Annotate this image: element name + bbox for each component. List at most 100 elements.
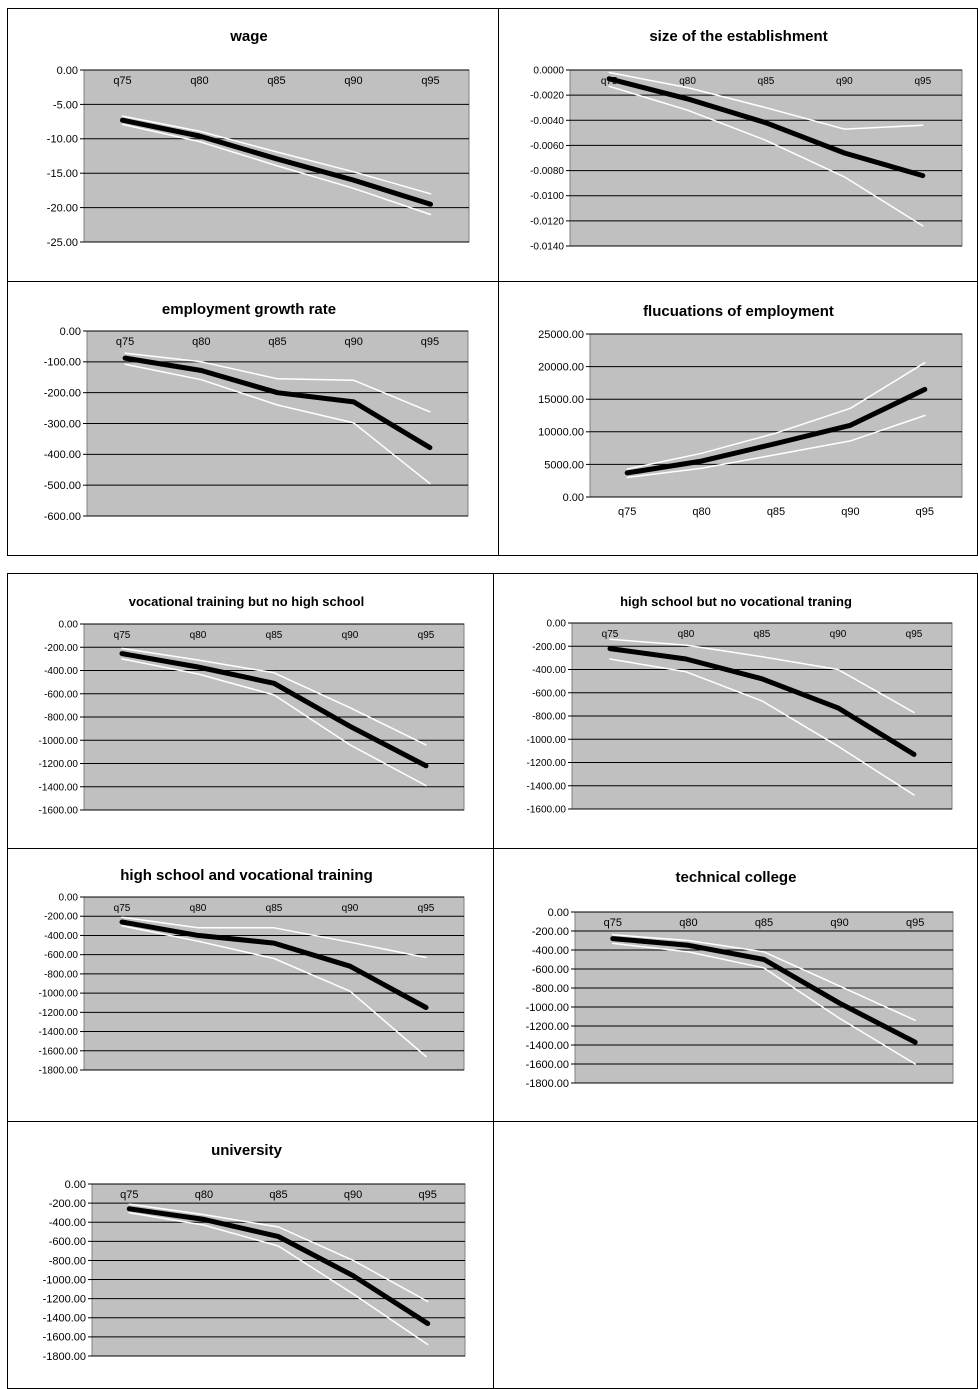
- x-tick-label: q75: [114, 630, 131, 641]
- y-tick-label: -400.00: [532, 945, 569, 957]
- y-tick-label: -0.0020: [530, 91, 564, 102]
- series-line-upper: [626, 361, 926, 470]
- series-line-estimate: [120, 117, 433, 207]
- series-line-lower: [128, 1211, 429, 1346]
- y-tick-label: -600.00: [44, 689, 78, 700]
- y-tick-label: -1600.00: [39, 806, 79, 817]
- y-tick-label: -20.00: [47, 202, 78, 214]
- y-tick-label: -600.00: [532, 964, 569, 976]
- x-tick-label: q80: [195, 1189, 213, 1201]
- chart-title: size of the establishment: [649, 28, 828, 45]
- y-tick-label: -800.00: [44, 969, 78, 980]
- y-tick-label: -1000.00: [526, 1002, 569, 1014]
- series-line-estimate: [607, 646, 917, 757]
- y-tick-label: 0.00: [548, 907, 569, 919]
- chart-title: high school but no vocational traning: [620, 594, 852, 609]
- x-tick-label: q80: [190, 75, 208, 87]
- x-tick-label: q95: [421, 336, 439, 348]
- y-tick-label: -1400.00: [39, 1027, 79, 1038]
- x-tick-label: q90: [841, 506, 859, 518]
- series-line-lower: [121, 658, 427, 787]
- series-line-lower: [612, 942, 916, 1065]
- y-tick-label: -1400.00: [43, 1313, 86, 1325]
- series-line-upper: [128, 1203, 429, 1303]
- chart-plot: 0.00 -5.00 -10.00 -15.00 -20.00 -25.00 q75 q80 q…: [47, 65, 470, 249]
- chart-plot: 25000.00 20000.00 15000.00 10000.00 5000.00 0…: [538, 329, 963, 518]
- x-tick-label: q90: [342, 630, 359, 641]
- y-tick-label: 5000.00: [544, 459, 584, 471]
- x-tick-label: q80: [190, 630, 207, 641]
- series-line-estimate: [624, 386, 928, 476]
- x-tick-label: q95: [906, 629, 923, 640]
- y-tick-label: -300.00: [44, 418, 81, 430]
- y-tick-label: 0.00: [59, 620, 79, 631]
- x-tick-label: q80: [192, 336, 210, 348]
- chart-plot: 0.00 -100.00 -200.00 -300.00 -400.00 -500.00 -…: [44, 326, 469, 523]
- series-line-estimate: [119, 919, 429, 1010]
- y-tick-label: 0.0000: [533, 66, 564, 77]
- y-tick-label: -800.00: [44, 713, 78, 724]
- y-tick-label: -400.00: [44, 931, 78, 942]
- chart-title: flucuations of employment: [643, 303, 834, 320]
- x-tick-label: q95: [421, 75, 439, 87]
- y-tick-label: -200.00: [532, 926, 569, 938]
- y-tick-label: -1200.00: [527, 758, 567, 769]
- x-tick-label: q85: [266, 903, 283, 914]
- y-tick-label: -1400.00: [526, 1040, 569, 1052]
- y-tick-label: -0.0140: [530, 242, 564, 253]
- y-tick-label: -10.00: [47, 134, 78, 146]
- x-tick-label: q85: [755, 917, 773, 929]
- y-tick-label: 20000.00: [538, 361, 584, 373]
- chart-high-school-no-vocational: high school but no vocational traning 0.…: [527, 594, 953, 816]
- series-line-upper: [121, 115, 432, 195]
- x-tick-label: q85: [268, 336, 286, 348]
- top-section-divider-vertical: [498, 8, 499, 556]
- y-tick-label: -1000.00: [43, 1274, 86, 1286]
- y-tick-label: -200.00: [49, 1198, 86, 1210]
- y-tick-label: -0.0100: [530, 191, 564, 202]
- series-line-lower: [121, 123, 432, 216]
- y-tick-label: 0.00: [547, 619, 567, 630]
- series-line-upper: [121, 916, 427, 959]
- y-tick-label: -800.00: [532, 983, 569, 995]
- series-line-estimate: [122, 355, 433, 451]
- x-tick-label: q90: [836, 76, 853, 87]
- x-tick-label: q75: [114, 903, 131, 914]
- y-tick-label: -0.0080: [530, 166, 564, 177]
- y-tick-label: -200.00: [532, 642, 566, 653]
- top-section-divider-horizontal: [7, 281, 978, 282]
- x-tick-label: q90: [830, 917, 848, 929]
- x-tick-label: q85: [754, 629, 771, 640]
- y-tick-label: -1200.00: [43, 1294, 86, 1306]
- x-tick-label: q95: [418, 903, 435, 914]
- y-tick-label: -100.00: [44, 357, 81, 369]
- chart-plot: 0.00 -200.00 -400.00 -600.00 -800.00 -1000.00…: [43, 1179, 466, 1363]
- x-tick-label: q90: [344, 75, 362, 87]
- series-line-lower: [626, 414, 926, 479]
- series-line-lower: [121, 925, 427, 1058]
- y-tick-label: -1800.00: [39, 1066, 79, 1077]
- x-tick-label: q75: [602, 629, 619, 640]
- x-tick-label: q80: [678, 629, 695, 640]
- y-tick-label: -400.00: [49, 1217, 86, 1229]
- y-tick-label: -0.0060: [530, 141, 564, 152]
- y-tick-label: -200.00: [44, 388, 81, 400]
- x-tick-label: q90: [345, 336, 363, 348]
- y-tick-label: 0.00: [65, 1179, 86, 1191]
- plot-area: [83, 69, 470, 243]
- series-line-estimate: [610, 936, 918, 1045]
- y-tick-label: -1800.00: [43, 1351, 86, 1363]
- series-line-upper: [124, 352, 431, 413]
- y-tick-label: -0.0040: [530, 116, 564, 127]
- series-line-upper: [609, 638, 915, 714]
- y-tick-label: -200.00: [44, 643, 78, 654]
- y-tick-label: -600.00: [44, 511, 81, 523]
- y-tick-label: -5.00: [53, 99, 78, 111]
- y-tick-label: 15000.00: [538, 394, 584, 406]
- chart-title: university: [211, 1142, 282, 1159]
- x-tick-label: q85: [767, 506, 785, 518]
- y-tick-label: -1200.00: [39, 759, 79, 770]
- x-tick-label: q75: [116, 336, 134, 348]
- chart-title: vocational training but no high school: [128, 594, 365, 609]
- x-tick-label: q75: [618, 506, 636, 518]
